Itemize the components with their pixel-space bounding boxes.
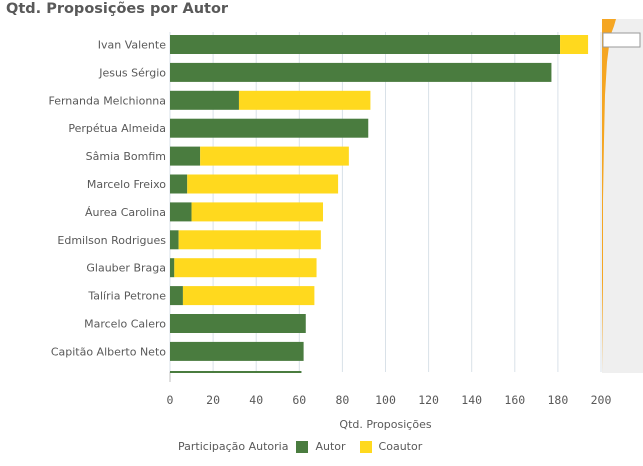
legend-title: Participação Autoria bbox=[178, 440, 289, 453]
bar-autor-3[interactable] bbox=[170, 118, 369, 138]
category-label-2: Fernanda Melchionna bbox=[48, 94, 166, 107]
x-tick-label-100: 100 bbox=[375, 393, 396, 407]
bar-coautor-6[interactable] bbox=[191, 202, 324, 222]
bar-autor-9[interactable] bbox=[170, 286, 183, 306]
bar-coautor-0[interactable] bbox=[560, 35, 589, 54]
legend-label-autor: Autor bbox=[315, 440, 346, 453]
bar-coautor-4[interactable] bbox=[200, 146, 349, 166]
category-label-4: Sâmia Bomfim bbox=[86, 150, 166, 163]
category-label-0: Ivan Valente bbox=[98, 39, 166, 52]
x-tick-label-60: 60 bbox=[292, 393, 306, 407]
x-tick-label-80: 80 bbox=[335, 393, 349, 407]
bar-autor-8[interactable] bbox=[170, 258, 175, 278]
x-tick-label-40: 40 bbox=[249, 393, 263, 407]
x-tick-label-140: 140 bbox=[461, 393, 482, 407]
chart-title: Qtd. Proposições por Autor bbox=[6, 1, 229, 17]
x-tick-label-0: 0 bbox=[167, 393, 174, 407]
category-label-5: Marcelo Freixo bbox=[87, 178, 166, 191]
bar-coautor-7[interactable] bbox=[178, 230, 321, 250]
category-labels: Ivan Valente Jesus Sérgio Fernanda Melchio… bbox=[48, 39, 166, 359]
category-label-6: Áurea Carolina bbox=[85, 206, 166, 219]
bar-autor-7[interactable] bbox=[170, 230, 179, 250]
x-axis-ticks: 0 20 40 60 80 100 120 140 160 180 200 bbox=[167, 393, 612, 407]
category-label-3: Perpétua Almeida bbox=[68, 122, 166, 135]
x-tick-label-180: 180 bbox=[548, 393, 569, 407]
legend-item-autor[interactable]: Autor bbox=[296, 440, 346, 453]
bar-autor-2[interactable] bbox=[170, 90, 239, 110]
legend-item-coautor[interactable]: Coautor bbox=[359, 440, 423, 453]
bar-autor-4[interactable] bbox=[170, 146, 201, 166]
scrollbar-overview-shape bbox=[602, 19, 616, 373]
category-label-7: Edmilson Rodrigues bbox=[57, 234, 166, 247]
category-label-10: Marcelo Calero bbox=[84, 318, 166, 331]
bar-coautor-5[interactable] bbox=[187, 174, 339, 194]
bar-chart[interactable]: Ivan Valente Jesus Sérgio Fernanda Melchio… bbox=[0, 0, 643, 440]
category-label-9: Talíria Petrone bbox=[87, 290, 166, 303]
bar-autor-6[interactable] bbox=[170, 202, 192, 222]
category-label-8: Glauber Braga bbox=[86, 262, 166, 275]
x-axis-title: Qtd. Proposições bbox=[339, 418, 431, 431]
partially-visible-bar bbox=[170, 371, 302, 373]
legend-swatch-coautor bbox=[359, 440, 372, 453]
scrollbar-track[interactable] bbox=[602, 19, 643, 373]
legend-swatch-autor bbox=[296, 440, 309, 453]
x-tick-label-120: 120 bbox=[418, 393, 439, 407]
category-label-1: Jesus Sérgio bbox=[98, 66, 166, 79]
bar-autor-11[interactable] bbox=[170, 341, 304, 361]
bar-autor-10[interactable] bbox=[170, 314, 306, 333]
scrollbar-minichart[interactable] bbox=[602, 19, 643, 373]
bars-group[interactable] bbox=[170, 35, 589, 361]
bar-autor-1[interactable] bbox=[170, 62, 552, 82]
category-label-11: Capitão Alberto Neto bbox=[51, 345, 166, 358]
x-tick-label-200: 200 bbox=[591, 393, 612, 407]
bar-autor-0[interactable] bbox=[170, 35, 561, 54]
bar-coautor-9[interactable] bbox=[182, 286, 315, 306]
scrollbar-thumb[interactable] bbox=[602, 32, 641, 48]
legend-label-coautor: Coautor bbox=[378, 440, 423, 453]
legend: Participação Autoria Autor Coautor bbox=[178, 440, 436, 453]
bar-autor-5[interactable] bbox=[170, 174, 188, 194]
bar-coautor-8[interactable] bbox=[174, 258, 317, 278]
x-tick-label-20: 20 bbox=[206, 393, 220, 407]
x-tick-label-160: 160 bbox=[504, 393, 525, 407]
bar-coautor-2[interactable] bbox=[238, 90, 371, 110]
